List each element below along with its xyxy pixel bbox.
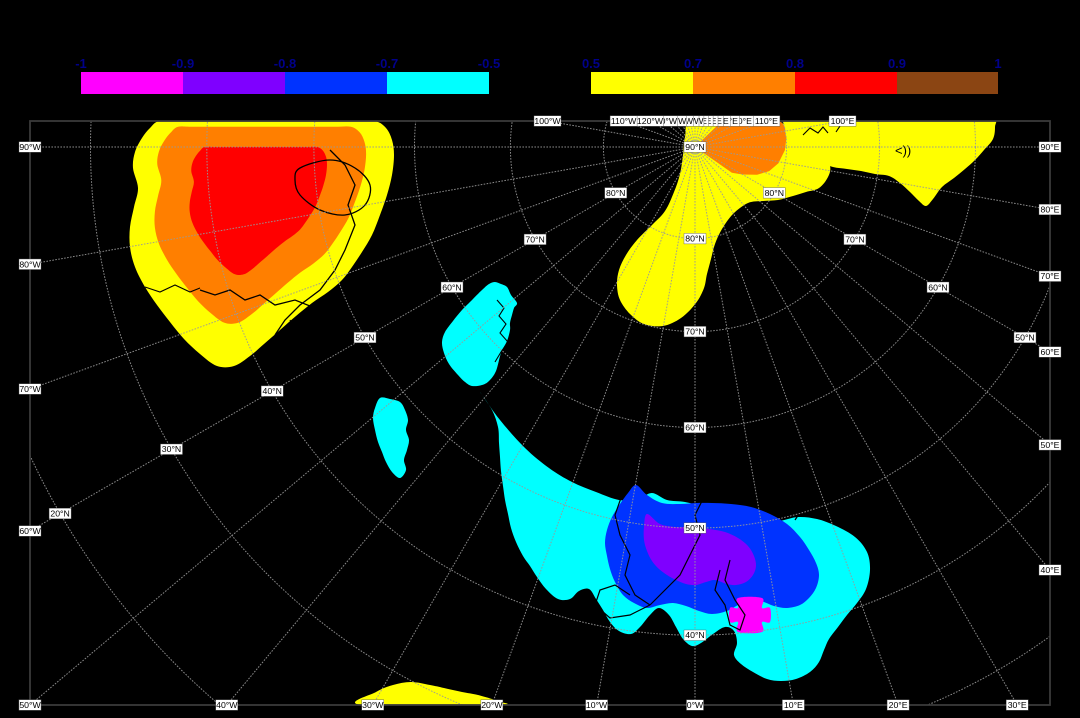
svg-text:-0.5: -0.5	[478, 56, 500, 71]
svg-text:30°E: 30°E	[1008, 700, 1027, 710]
svg-text:50°N: 50°N	[1015, 333, 1034, 343]
svg-text:100°W: 100°W	[534, 116, 561, 126]
svg-text:60°E: 60°E	[1041, 347, 1060, 357]
svg-text:80°E: 80°E	[1041, 205, 1060, 215]
svg-text:60°N: 60°N	[685, 423, 704, 433]
svg-text:40°W: 40°W	[216, 700, 238, 710]
svg-text:40°N: 40°N	[262, 386, 281, 396]
svg-text:30°W: 30°W	[362, 700, 384, 710]
svg-text:70°N: 70°N	[845, 234, 864, 244]
svg-text:-0.8: -0.8	[274, 56, 296, 71]
svg-text:40°E: 40°E	[1041, 565, 1060, 575]
svg-text:60°N: 60°N	[928, 282, 947, 292]
svg-text:80°W: 80°W	[19, 259, 41, 269]
svg-text:40°N: 40°N	[685, 630, 704, 640]
svg-text:20°W: 20°W	[481, 700, 503, 710]
svg-text:-1: -1	[75, 56, 87, 71]
svg-text:1: 1	[994, 56, 1001, 71]
svg-text:0.5: 0.5	[582, 56, 600, 71]
svg-text:100°E: 100°E	[831, 116, 855, 126]
svg-text:0.8: 0.8	[786, 56, 804, 71]
svg-text:0°W: 0°W	[687, 700, 704, 710]
svg-text:10°W: 10°W	[586, 700, 608, 710]
svg-text:50°N: 50°N	[685, 523, 704, 533]
svg-text:50°W: 50°W	[19, 700, 41, 710]
svg-text:70°N: 70°N	[525, 234, 544, 244]
svg-text:90°W: 90°W	[19, 142, 41, 152]
svg-text:80°N: 80°N	[765, 188, 784, 198]
svg-text:70°W: 70°W	[19, 384, 41, 394]
svg-text:60°W: 60°W	[19, 526, 41, 536]
svg-text:0.9: 0.9	[888, 56, 906, 71]
svg-text:20°E: 20°E	[889, 700, 908, 710]
svg-text:110°W: 110°W	[611, 116, 637, 126]
svg-text:120°W: 120°W	[637, 116, 664, 126]
svg-text:70°E: 70°E	[1041, 271, 1060, 281]
svg-text:30°N: 30°N	[162, 444, 181, 454]
svg-text:90°N: 90°N	[685, 142, 704, 152]
svg-text:90°E: 90°E	[1041, 142, 1060, 152]
svg-text:50°E: 50°E	[1041, 440, 1060, 450]
svg-text:-0.7: -0.7	[376, 56, 398, 71]
svg-text:20°N: 20°N	[50, 509, 69, 519]
svg-text:70°N: 70°N	[685, 327, 704, 337]
svg-text:60°N: 60°N	[442, 282, 461, 292]
svg-text:80°N: 80°N	[606, 188, 625, 198]
svg-text:-0.9: -0.9	[172, 56, 194, 71]
svg-text:<)): <))	[895, 143, 911, 158]
svg-text:10°E: 10°E	[784, 700, 803, 710]
svg-text:80°N: 80°N	[685, 234, 704, 244]
svg-text:0.7: 0.7	[684, 56, 702, 71]
svg-text:110°E: 110°E	[755, 116, 778, 126]
svg-text:50°N: 50°N	[355, 333, 374, 343]
